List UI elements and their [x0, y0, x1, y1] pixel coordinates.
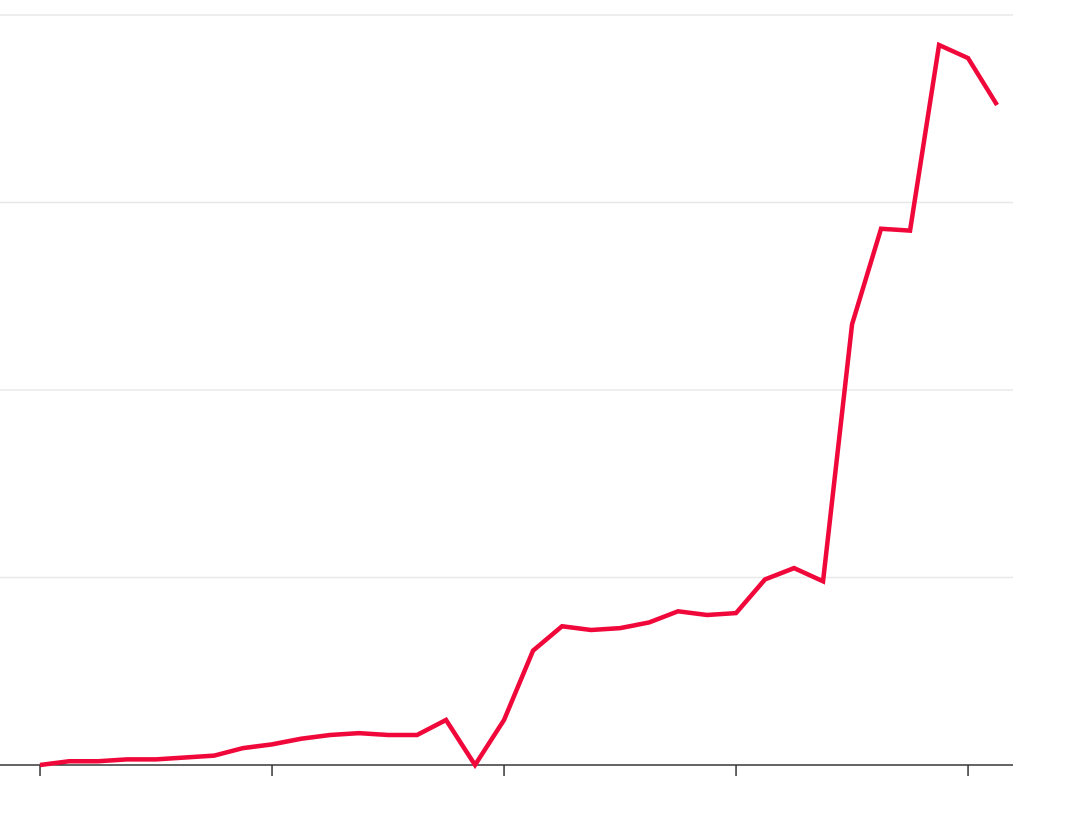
data-line — [39, 41, 999, 770]
